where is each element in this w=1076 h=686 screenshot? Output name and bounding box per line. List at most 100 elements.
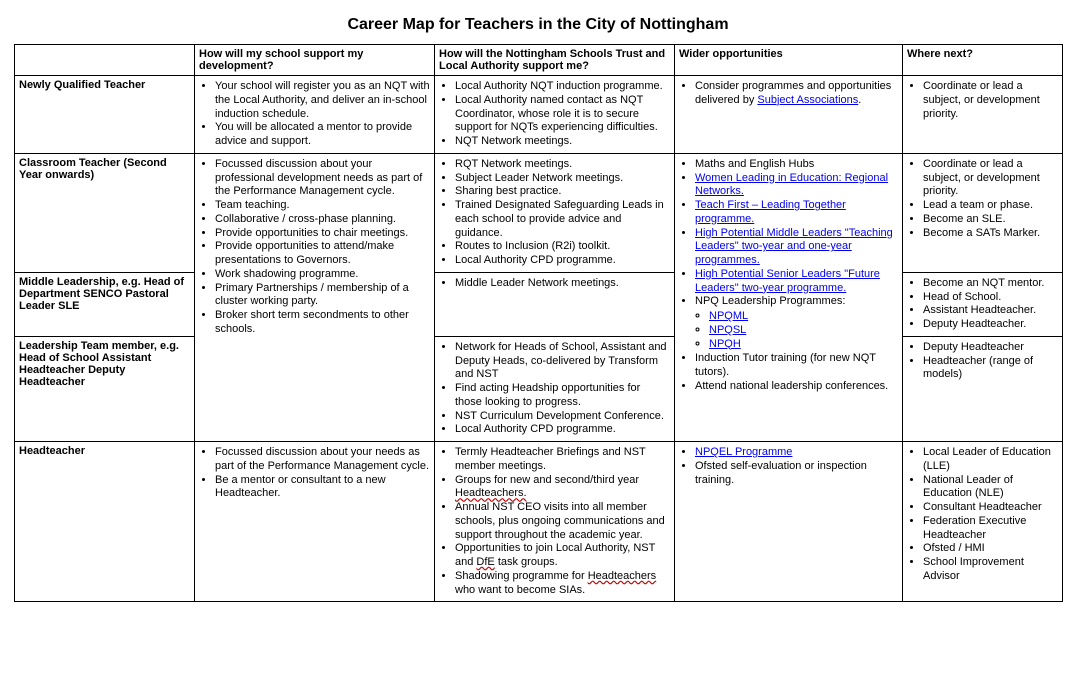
cell: Local Leader of Education (LLE) National… xyxy=(903,442,1063,602)
link-npqml[interactable]: NPQML xyxy=(709,310,748,322)
link-subject-associations[interactable]: Subject Associations xyxy=(757,94,858,106)
list-item: High Potential Middle Leaders "Teaching … xyxy=(695,227,898,268)
cell: Become an NQT mentor. Head of School. As… xyxy=(903,272,1063,336)
col-school: How will my school support my developmen… xyxy=(195,45,435,76)
list-item: School Improvement Advisor xyxy=(923,556,1058,584)
link-women-leading[interactable]: Women Leading in Education: Regional Net… xyxy=(695,172,888,198)
col-next: Where next? xyxy=(903,45,1063,76)
cell: NPQEL Programme Ofsted self-evaluation o… xyxy=(675,442,903,602)
list-item: Provide opportunities to attend/make pre… xyxy=(215,240,430,268)
list-item: Maths and English Hubs xyxy=(695,158,898,172)
list-item: Become an NQT mentor. xyxy=(923,277,1058,291)
cell: Coordinate or lead a subject, or develop… xyxy=(903,153,1063,272)
text: task groups. xyxy=(495,556,558,568)
cell: RQT Network meetings. Subject Leader Net… xyxy=(435,153,675,272)
list-item: Broker short term secondments to other s… xyxy=(215,309,430,337)
list-item: Team teaching. xyxy=(215,199,430,213)
cell: Deputy Headteacher Headteacher (range of… xyxy=(903,336,1063,441)
list-item: Local Authority named contact as NQT Coo… xyxy=(455,94,670,135)
list-item: Focussed discussion about your needs as … xyxy=(215,446,430,474)
list-item: Collaborative / cross-phase planning. xyxy=(215,213,430,227)
spelling-underline: Headteachers xyxy=(588,570,657,582)
text: NPQ Leadership Programmes: xyxy=(695,295,845,307)
cell: Focussed discussion about your needs as … xyxy=(195,442,435,602)
list-item: RQT Network meetings. xyxy=(455,158,670,172)
cell: Network for Heads of School, Assistant a… xyxy=(435,336,675,441)
list-item: Local Leader of Education (LLE) xyxy=(923,446,1058,474)
list-item: Coordinate or lead a subject, or develop… xyxy=(923,80,1058,121)
row-label-leadership: Leadership Team member, e.g. Head of Sch… xyxy=(15,336,195,441)
list-item: Headteacher (range of models) xyxy=(923,355,1058,383)
cell: Maths and English Hubs Women Leading in … xyxy=(675,153,903,441)
link-teaching-leaders[interactable]: High Potential Middle Leaders "Teaching … xyxy=(695,227,893,267)
list-item: Induction Tutor training (for new NQT tu… xyxy=(695,352,898,380)
col-wider: Wider opportunities xyxy=(675,45,903,76)
row-label-middle: Middle Leadership, e.g. Head of Departme… xyxy=(15,272,195,336)
cell: Consider programmes and opportunities de… xyxy=(675,76,903,154)
link-future-leaders[interactable]: High Potential Senior Leaders "Future Le… xyxy=(695,268,880,294)
list-item: Middle Leader Network meetings. xyxy=(455,277,670,291)
list-item: Find acting Headship opportunities for t… xyxy=(455,382,670,410)
list-item: Annual NST CEO visits into all member sc… xyxy=(455,501,670,542)
list-item: Groups for new and second/third year Hea… xyxy=(455,474,670,502)
row-label-classroom: Classroom Teacher (Second Year onwards) xyxy=(15,153,195,272)
list-item: Work shadowing programme. xyxy=(215,268,430,282)
list-item: NPQEL Programme xyxy=(695,446,898,460)
link-npqh[interactable]: NPQH xyxy=(709,338,741,350)
list-item: Local Authority CPD programme. xyxy=(455,254,670,268)
list-item: Teach First – Leading Together programme… xyxy=(695,199,898,227)
list-item: Sharing best practice. xyxy=(455,185,670,199)
list-item: Head of School. xyxy=(923,291,1058,305)
list-item: Local Authority CPD programme. xyxy=(455,423,670,437)
col-nst: How will the Nottingham Schools Trust an… xyxy=(435,45,675,76)
cell: Termly Headteacher Briefings and NST mem… xyxy=(435,442,675,602)
row-label-nqt: Newly Qualified Teacher xyxy=(15,76,195,154)
text: Shadowing programme for xyxy=(455,570,588,582)
table-row: Middle Leadership, e.g. Head of Departme… xyxy=(15,272,1063,336)
list-item: Assistant Headteacher. xyxy=(923,304,1058,318)
table-row: Headteacher Focussed discussion about yo… xyxy=(15,442,1063,602)
list-item: NPQSL xyxy=(709,324,898,338)
cell: Middle Leader Network meetings. xyxy=(435,272,675,336)
list-item: Local Authority NQT induction programme. xyxy=(455,80,670,94)
page-title: Career Map for Teachers in the City of N… xyxy=(14,16,1062,34)
list-item: Your school will register you as an NQT … xyxy=(215,80,430,121)
list-item: Become a SATs Marker. xyxy=(923,227,1058,241)
text: who want to become SIAs. xyxy=(455,584,585,596)
text: Groups for new and second/third year xyxy=(455,474,639,486)
list-item: NST Curriculum Development Conference. xyxy=(455,410,670,424)
table-row: Newly Qualified Teacher Your school will… xyxy=(15,76,1063,154)
list-item: Termly Headteacher Briefings and NST mem… xyxy=(455,446,670,474)
list-item: Consultant Headteacher xyxy=(923,501,1058,515)
spelling-underline: DfE xyxy=(476,556,494,568)
list-item: You will be allocated a mentor to provid… xyxy=(215,121,430,149)
list-item: Federation Executive Headteacher xyxy=(923,515,1058,543)
list-item: Deputy Headteacher xyxy=(923,341,1058,355)
cell: Focussed discussion about your professio… xyxy=(195,153,435,441)
cell: Local Authority NQT induction programme.… xyxy=(435,76,675,154)
row-label-head: Headteacher xyxy=(15,442,195,602)
list-item: Ofsted / HMI xyxy=(923,542,1058,556)
list-item: Become an SLE. xyxy=(923,213,1058,227)
list-item: Routes to Inclusion (R2i) toolkit. xyxy=(455,240,670,254)
cell: Coordinate or lead a subject, or develop… xyxy=(903,76,1063,154)
table-row: Classroom Teacher (Second Year onwards) … xyxy=(15,153,1063,272)
table-row: Leadership Team member, e.g. Head of Sch… xyxy=(15,336,1063,441)
list-item: Women Leading in Education: Regional Net… xyxy=(695,172,898,200)
list-item: Consider programmes and opportunities de… xyxy=(695,80,898,108)
list-item: NQT Network meetings. xyxy=(455,135,670,149)
list-item: Coordinate or lead a subject, or develop… xyxy=(923,158,1058,199)
list-item: Ofsted self-evaluation or inspection tra… xyxy=(695,460,898,488)
list-item: NPQML xyxy=(709,310,898,324)
header-row: How will my school support my developmen… xyxy=(15,45,1063,76)
list-item: NPQH xyxy=(709,338,898,352)
list-item: Primary Partnerships / membership of a c… xyxy=(215,282,430,310)
spelling-underline: Headteachers. xyxy=(455,487,527,499)
list-item: Shadowing programme for Headteachers who… xyxy=(455,570,670,598)
link-npqsl[interactable]: NPQSL xyxy=(709,324,746,336)
link-npqel[interactable]: NPQEL Programme xyxy=(695,446,792,458)
career-map-table: How will my school support my developmen… xyxy=(14,44,1063,602)
link-teach-first[interactable]: Teach First – Leading Together programme… xyxy=(695,199,846,225)
list-item: NPQ Leadership Programmes: NPQML NPQSL N… xyxy=(695,295,898,351)
list-item: Network for Heads of School, Assistant a… xyxy=(455,341,670,382)
